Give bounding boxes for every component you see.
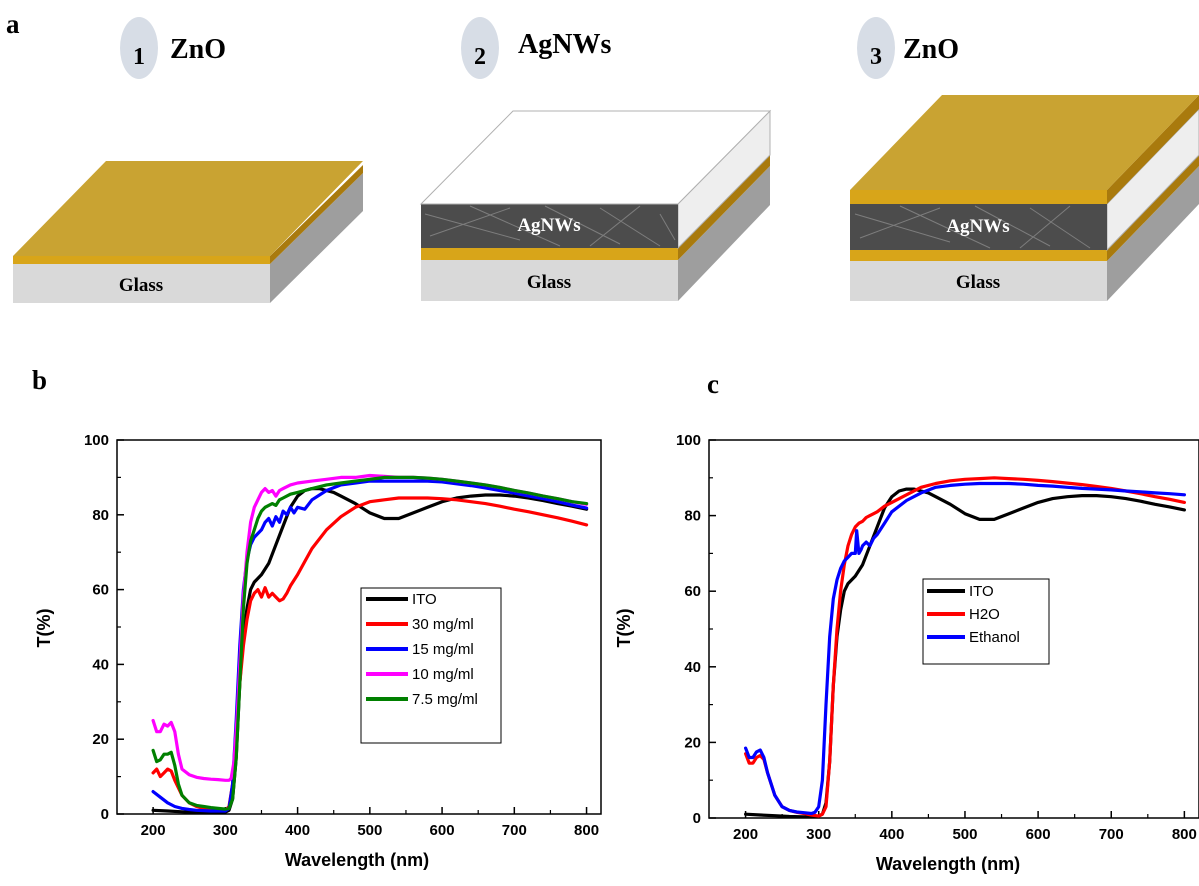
- stack-3-glass-label: Glass: [956, 272, 1000, 293]
- chart-c-ylabel: T(%): [614, 609, 634, 648]
- chart-c-xtick-label: 500: [952, 826, 977, 843]
- chart-b-xlabel: Wavelength (nm): [285, 850, 429, 870]
- chart-b-legend-label-3: 10 mg/ml: [412, 666, 474, 683]
- chart-c-ytick-label: 0: [693, 810, 701, 827]
- chart-b-legend-label-2: 15 mg/ml: [412, 641, 474, 658]
- stack-2-agnw-top: [419, 110, 772, 205]
- chart-b-ytick-label: 40: [92, 656, 109, 673]
- chart-b-xtick-label: 600: [430, 822, 455, 839]
- chart-b-legend-box: [360, 587, 502, 744]
- chart-b-ytick-label: 80: [92, 507, 109, 524]
- step-2-circle: [461, 17, 499, 79]
- panel-c-letter: c: [707, 369, 719, 399]
- stack-3-glass-side: [1107, 166, 1199, 301]
- stack-3-glass-zno-agnw-zno: AgNWs Glass: [850, 95, 1199, 301]
- chart-c-ytick-label: 100: [676, 432, 701, 449]
- stack-3-agnw-label: AgNWs: [946, 216, 1009, 237]
- stack-2-glass-side: [678, 166, 770, 301]
- chart-c-legend-box: [922, 578, 1050, 665]
- panel-a-letter: a: [6, 9, 20, 39]
- chart-c-legend-label-0: ITO: [969, 583, 994, 600]
- step-1-circle: [120, 17, 158, 79]
- stack-2-zno-side: [678, 155, 770, 260]
- stack-1-glass-side: [270, 173, 363, 303]
- chart-b-ytick-label: 20: [92, 731, 109, 748]
- stack-2-zno-front: [421, 248, 678, 260]
- step-3-circle: [857, 17, 895, 79]
- step-2-number: 2: [474, 44, 486, 70]
- chart-c-xlabel: Wavelength (nm): [876, 854, 1020, 874]
- chart-b-legend-label-0: ITO: [412, 591, 437, 608]
- chart-b-ytick-label: 100: [84, 432, 109, 449]
- chart-b-xtick-label: 700: [502, 822, 527, 839]
- chart-b-legend-label-4: 7.5 mg/ml: [412, 691, 478, 708]
- chart-c-legend-label-1: H2O: [969, 606, 1000, 623]
- chart-c-legend-label-2: Ethanol: [969, 629, 1020, 646]
- step-1: 1 ZnO: [120, 17, 226, 79]
- step-3-label: ZnO: [903, 34, 959, 65]
- stack-1-zno-side: [270, 165, 363, 264]
- chart-c: 200 300 400 500 600 700 800 0 20 40 60 80 100 Wavele…: [614, 432, 1199, 874]
- chart-b-xtick-label: 300: [213, 822, 238, 839]
- step-1-label: ZnO: [170, 34, 226, 65]
- stack-1-glass-front: [13, 264, 270, 303]
- chart-b-xtick-label: 400: [285, 822, 310, 839]
- chart-b-ticks: 200 300 400 500 600 700 800 0 20 40 60 80 100: [84, 432, 599, 839]
- chart-b-series: [151, 473, 589, 815]
- chart-c-legend: ITO H2O Ethanol: [922, 578, 1050, 665]
- step-1-number: 1: [133, 44, 145, 70]
- chart-b-ytick-label: 0: [101, 806, 109, 823]
- stack-3-glass-front: [850, 261, 1107, 301]
- step-2: 2 AgNWs: [461, 17, 611, 79]
- chart-c-ytick-label: 80: [684, 508, 701, 525]
- panel-b-letter: b: [32, 365, 47, 395]
- stack-1-glass-zno: Glass: [13, 161, 363, 303]
- chart-c-xtick-label: 300: [806, 826, 831, 843]
- stack-3-nanowire-texture: [854, 205, 1091, 249]
- chart-b-xtick-label: 500: [357, 822, 382, 839]
- stack-1-zno-top: [13, 161, 363, 256]
- chart-b-ytick-label: 60: [92, 582, 109, 599]
- chart-b-ylabel: T(%): [34, 609, 54, 648]
- stack-3-bottom-zno-side: [1107, 155, 1199, 261]
- chart-b-legend-label-1: 30 mg/ml: [412, 616, 474, 633]
- chart-c-xtick-label: 700: [1099, 826, 1124, 843]
- stack-2-agnw-front: [421, 204, 678, 248]
- chart-c-series-line-2: [744, 481, 1186, 816]
- stack-1-glass-label: Glass: [119, 275, 163, 296]
- stack-1-zno-front: [13, 256, 270, 264]
- stack-2-glass-zno-agnw: AgNWs Glass: [419, 109, 772, 301]
- chart-b-series-line-4: [151, 475, 589, 811]
- stack-2-glass-front: [421, 260, 678, 301]
- chart-c-xtick-label: 400: [879, 826, 904, 843]
- step-3: 3 ZnO: [857, 17, 959, 79]
- chart-c-xtick-label: 800: [1172, 826, 1197, 843]
- chart-c-ytick-label: 20: [684, 734, 701, 751]
- stack-3-top-zno-top: [850, 95, 1199, 190]
- chart-c-ytick-label: 40: [684, 659, 701, 676]
- stack-2-glass-label: Glass: [527, 272, 571, 293]
- stack-3-top-zno-side: [1107, 95, 1199, 204]
- chart-b-xtick-label: 200: [141, 822, 166, 839]
- chart-b: 200 300 400 500 600 700 800 0 20 40 60 80 100 Wavele…: [34, 432, 602, 870]
- stack-3-top-zno-front: [850, 190, 1107, 204]
- step-2-label: AgNWs: [518, 29, 611, 60]
- chart-c-ytick-label: 60: [684, 583, 701, 600]
- stack-3-bottom-zno-front: [850, 250, 1107, 261]
- chart-c-xtick-label: 600: [1026, 826, 1051, 843]
- chart-b-xtick-label: 800: [574, 822, 599, 839]
- stack-2-agnw-label: AgNWs: [517, 215, 580, 236]
- chart-c-ticks: 200 300 400 500 600 700 800 0 20 40 60 80 100: [676, 432, 1197, 843]
- chart-c-xtick-label: 200: [733, 826, 758, 843]
- chart-c-series: [744, 476, 1186, 819]
- chart-b-legend: ITO 30 mg/ml 15 mg/ml 10 mg/ml 7.5 mg/ml: [360, 587, 502, 744]
- step-3-number: 3: [870, 44, 882, 70]
- stack-2-nanowire-texture: [424, 205, 676, 247]
